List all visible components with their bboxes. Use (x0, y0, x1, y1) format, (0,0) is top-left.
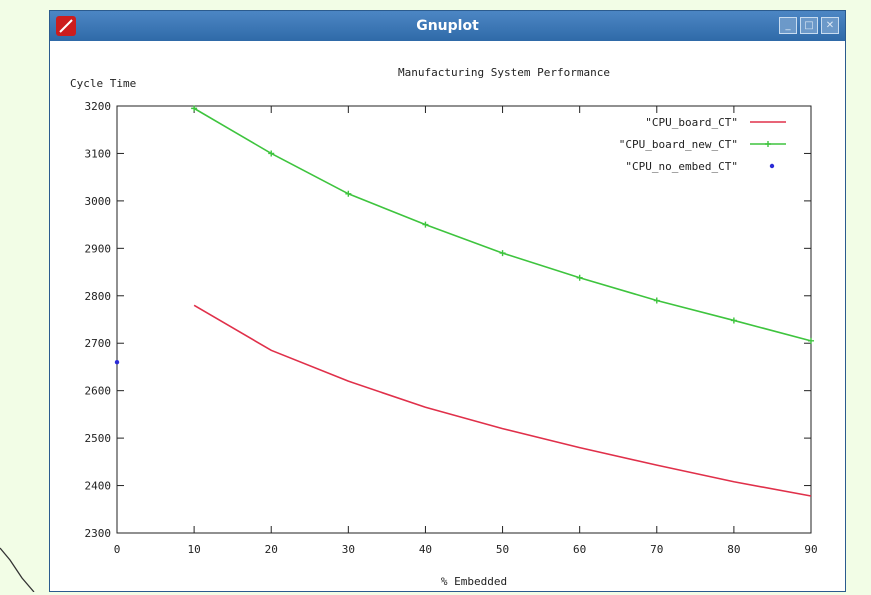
x-tick-label: 40 (419, 543, 432, 556)
x-tick-label: 90 (804, 543, 817, 556)
series-point-1 (576, 274, 583, 281)
y-tick-label: 2600 (85, 385, 112, 398)
series-point-1 (499, 250, 506, 257)
gnuplot-chart: 2300 2400 2500 2600 2700 2800 2900 3000 3100 3200… (70, 66, 818, 588)
series-point-1 (730, 317, 737, 324)
legend-label: "CPU_board_new_CT" (619, 138, 738, 151)
y-axis-label: Cycle Time (70, 77, 136, 90)
legend-label: "CPU_board_CT" (645, 116, 738, 129)
series-point-1 (345, 190, 352, 197)
y-tick-label: 2700 (85, 337, 112, 350)
window-title: Gnuplot (416, 18, 479, 34)
minimize-button[interactable]: _ (779, 17, 797, 34)
gnuplot-window: Gnuplot _ □ ✕ 2300 2400 2500 2600 2700 2800 2900… (49, 10, 846, 592)
x-tick-label: 0 (114, 543, 121, 556)
series-point-1 (191, 105, 198, 112)
chart-title: Manufacturing System Performance (398, 66, 610, 79)
x-axis-label: % Embedded (441, 575, 507, 588)
x-tick-label: 30 (342, 543, 355, 556)
x-tick-label: 80 (727, 543, 740, 556)
close-button[interactable]: ✕ (821, 17, 839, 34)
gnuplot-app-icon[interactable] (56, 16, 76, 36)
y-tick-label: 2900 (85, 242, 112, 255)
legend-label: "CPU_no_embed_CT" (625, 160, 738, 173)
window-controls: _ □ ✕ (779, 17, 839, 34)
x-tick-label: 60 (573, 543, 586, 556)
annotation-pointer-line (0, 547, 35, 592)
y-tick-label: 3100 (85, 147, 112, 160)
maximize-button[interactable]: □ (800, 17, 818, 34)
legend-swatch-2 (769, 163, 775, 169)
series-line-0 (193, 304, 812, 497)
series-point-1 (422, 221, 429, 228)
plot-frame (116, 105, 812, 534)
y-tick-label: 2300 (85, 527, 112, 540)
series-point-1 (268, 150, 275, 157)
legend-swatch-marker-1 (765, 141, 771, 147)
series-point-2 (114, 360, 120, 365)
x-tick-label: 20 (265, 543, 278, 556)
y-tick-label: 2400 (85, 480, 112, 493)
x-tick-label: 50 (496, 543, 509, 556)
x-tick-label: 10 (187, 543, 200, 556)
window-titlebar[interactable]: Gnuplot _ □ ✕ (50, 11, 845, 41)
x-tick-label: 70 (650, 543, 663, 556)
series-point-1 (653, 297, 660, 304)
series-point-1 (808, 337, 814, 344)
plot-area: 2300 2400 2500 2600 2700 2800 2900 3000 3100 3200… (50, 41, 845, 591)
y-tick-label: 2800 (85, 290, 112, 303)
y-tick-label: 3200 (85, 100, 112, 113)
y-tick-label: 2500 (85, 432, 112, 445)
y-tick-label: 3000 (85, 195, 112, 208)
